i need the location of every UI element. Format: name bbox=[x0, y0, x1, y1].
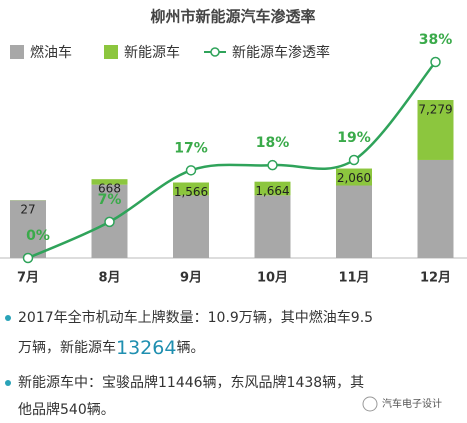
note-text: 万辆，新能源车13264辆。 bbox=[18, 337, 204, 359]
x-tick-label: 12月 bbox=[420, 271, 451, 286]
legend-swatch bbox=[104, 45, 118, 59]
bullet bbox=[5, 380, 11, 386]
bar-segment bbox=[173, 182, 209, 196]
note-text: 他品牌540辆。 bbox=[18, 401, 115, 418]
rate-label: 19% bbox=[337, 130, 371, 146]
chart-title: 柳州市新能源汽车渗透率 bbox=[150, 8, 315, 26]
bullet bbox=[5, 315, 11, 321]
rate-marker bbox=[22, 252, 34, 264]
rate-line bbox=[27, 61, 437, 260]
rate-label: 0% bbox=[26, 228, 50, 244]
bar-segment bbox=[173, 195, 209, 258]
legend-label: 新能源车 bbox=[124, 44, 180, 61]
note-text: 2017年全市机动车上牌数量：10.9万辆，其中燃油车9.5 bbox=[18, 309, 373, 326]
x-tick-label: 9月 bbox=[180, 271, 202, 286]
rate-label: 18% bbox=[256, 135, 290, 151]
bar-segment bbox=[417, 159, 454, 258]
rate-label: 17% bbox=[174, 140, 208, 156]
x-tick-label: 10月 bbox=[257, 271, 288, 286]
bar-segment bbox=[417, 100, 454, 160]
data-label: 27 bbox=[20, 203, 35, 217]
watermark: 汽车电子设计 bbox=[382, 397, 442, 410]
bar-segment bbox=[254, 181, 291, 196]
x-tick-label: 7月 bbox=[17, 271, 39, 286]
data-label: 668 bbox=[98, 182, 121, 196]
bar-segment bbox=[336, 168, 372, 186]
data-label: 2,060 bbox=[337, 171, 371, 185]
bar-segment bbox=[91, 179, 128, 185]
bar-segment bbox=[254, 195, 291, 258]
legend-marker bbox=[210, 47, 220, 57]
legend-label: 新能源车渗透率 bbox=[232, 44, 330, 61]
legend-swatch bbox=[10, 45, 24, 59]
rate-marker bbox=[348, 154, 360, 166]
rate-marker bbox=[430, 56, 441, 68]
note-highlight: 13264 bbox=[116, 337, 176, 359]
legend-label: 燃油车 bbox=[30, 44, 72, 61]
rate-label: 7% bbox=[98, 192, 122, 208]
x-tick-label: 8月 bbox=[98, 271, 120, 286]
watermark-icon bbox=[362, 396, 378, 412]
x-tick-label: 11月 bbox=[338, 271, 369, 286]
rate-marker bbox=[185, 165, 197, 176]
note-text: 新能源车中：宝骏品牌11446辆，东风品牌1438辆，其 bbox=[18, 374, 364, 391]
bar-segment bbox=[336, 185, 372, 258]
data-label: 1,566 bbox=[174, 185, 208, 199]
rate-marker bbox=[104, 216, 115, 228]
rate-label: 38% bbox=[419, 32, 453, 48]
rate-marker bbox=[267, 159, 278, 171]
data-label: 1,664 bbox=[255, 184, 289, 198]
bar-segment bbox=[10, 200, 46, 258]
note-text: 辆。 bbox=[176, 340, 204, 356]
data-label: 7,279 bbox=[418, 103, 452, 117]
note-text: 万辆，新能源车 bbox=[18, 339, 116, 356]
